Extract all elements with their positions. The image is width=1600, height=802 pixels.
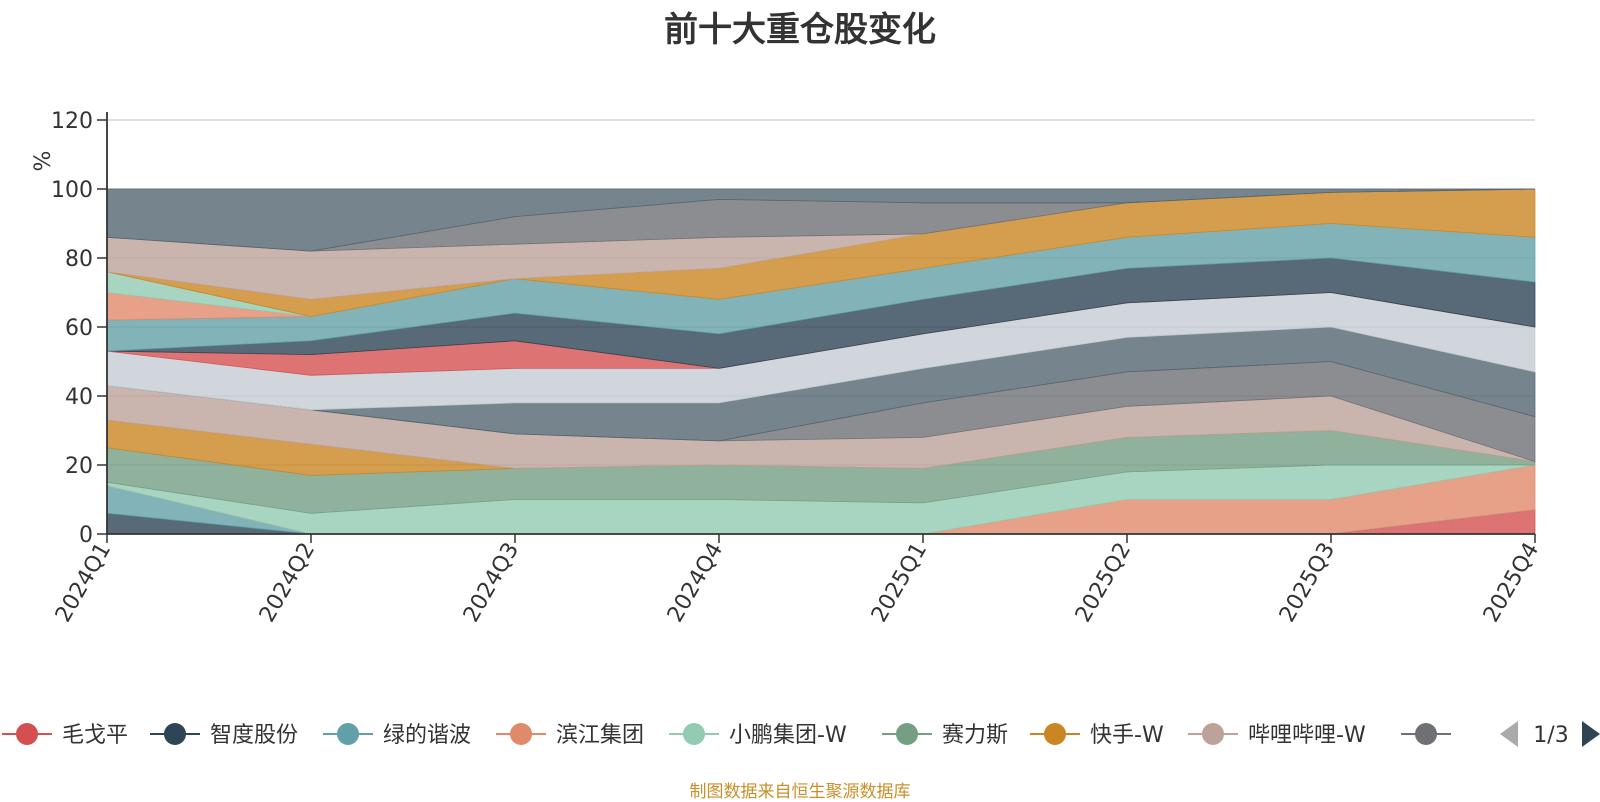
x-tick-label: 2025Q2 bbox=[1071, 539, 1136, 627]
legend-item-6[interactable]: 赛力斯 bbox=[882, 723, 1008, 748]
x-tick-label: 2024Q4 bbox=[663, 539, 728, 627]
chart-title: 前十大重仓股变化 bbox=[664, 10, 936, 50]
legend-item-2[interactable]: 智度股份 bbox=[150, 723, 298, 748]
legend-label: 赛力斯 bbox=[942, 723, 1008, 748]
x-tick-label: 2025Q3 bbox=[1275, 539, 1340, 627]
legend-item-5[interactable]: 小鹏集团-W bbox=[669, 723, 847, 748]
x-tick-label: 2024Q1 bbox=[51, 539, 116, 627]
legend-prev-icon[interactable] bbox=[1500, 721, 1518, 747]
x-tick-label: 2024Q3 bbox=[459, 539, 524, 627]
legend-marker bbox=[1415, 723, 1437, 745]
y-tick-label: 60 bbox=[65, 316, 93, 341]
y-tick-label: 80 bbox=[65, 247, 93, 272]
legend-label: 哔哩哔哩-W bbox=[1248, 723, 1366, 748]
legend-marker bbox=[896, 723, 918, 745]
legend-marker bbox=[16, 723, 38, 745]
legend-label: 毛戈平 bbox=[62, 723, 128, 748]
legend-page-indicator: 1/3 bbox=[1533, 723, 1568, 748]
x-tick-label: 2025Q4 bbox=[1479, 539, 1544, 627]
legend-item-9[interactable] bbox=[1401, 723, 1451, 745]
legend-label: 滨江集团 bbox=[556, 723, 644, 748]
legend-marker bbox=[1044, 723, 1066, 745]
legend-marker bbox=[510, 723, 532, 745]
legend-label: 绿的谐波 bbox=[383, 723, 471, 748]
legend-item-1[interactable]: 毛戈平 bbox=[2, 723, 128, 748]
y-tick-label: 0 bbox=[79, 523, 93, 548]
x-tick-label: 2025Q1 bbox=[867, 539, 932, 627]
source-note: 制图数据来自恒生聚源数据库 bbox=[689, 782, 911, 802]
legend-label: 小鹏集团-W bbox=[729, 723, 847, 748]
x-tick-label: 2024Q2 bbox=[255, 539, 320, 627]
legend-item-3[interactable]: 绿的谐波 bbox=[323, 723, 471, 748]
area-series-20 bbox=[106, 188, 1536, 252]
legend-next-icon[interactable] bbox=[1582, 721, 1600, 747]
legend: 毛戈平 智度股份 绿的谐波 滨江集团 小鹏集团-W 赛力斯 快手-W 哔哩哔哩-W 1/3 bbox=[2, 721, 1600, 748]
y-tick-label: 40 bbox=[65, 385, 93, 410]
legend-item-8[interactable]: 哔哩哔哩-W bbox=[1188, 723, 1366, 748]
y-tick-label: 100 bbox=[51, 178, 93, 203]
legend-marker bbox=[1202, 723, 1224, 745]
legend-item-7[interactable]: 快手-W bbox=[1030, 723, 1164, 748]
legend-label: 快手-W bbox=[1090, 723, 1164, 748]
legend-marker bbox=[337, 723, 359, 745]
legend-label: 智度股份 bbox=[210, 723, 298, 748]
y-tick-label: 20 bbox=[65, 454, 93, 479]
legend-marker bbox=[683, 723, 705, 745]
y-axis-label: % bbox=[31, 151, 56, 172]
legend-marker bbox=[164, 723, 186, 745]
y-tick-label: 120 bbox=[51, 109, 93, 134]
legend-item-4[interactable]: 滨江集团 bbox=[496, 723, 644, 748]
area-layer bbox=[106, 188, 1536, 535]
